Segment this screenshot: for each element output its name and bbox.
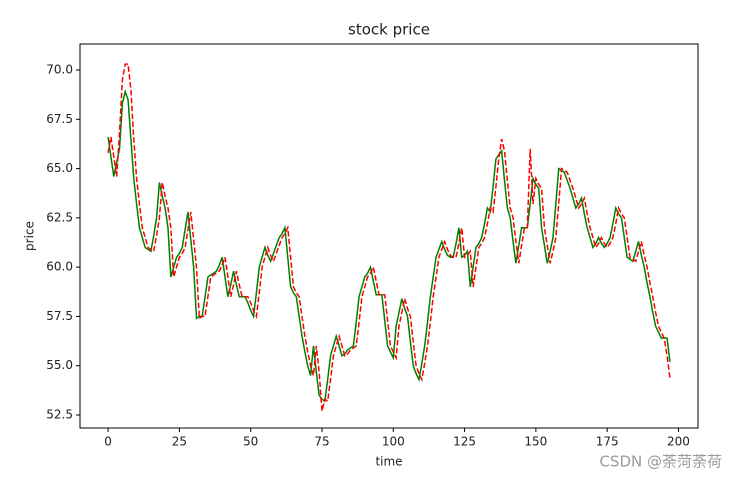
y-tick-label: 67.5 [46, 112, 73, 126]
x-tick-label: 100 [382, 435, 405, 449]
x-tick-label: 0 [104, 435, 112, 449]
watermark: CSDN @荼菏荼荷 [599, 453, 722, 471]
x-tick-label: 75 [314, 435, 329, 449]
series-line [107, 89, 671, 403]
y-tick-label: 65.0 [46, 161, 73, 175]
series-line [107, 63, 671, 412]
y-tick-label: 60.0 [46, 260, 73, 274]
y-axis-label: price [23, 221, 37, 251]
y-tick-label: 57.5 [46, 309, 73, 323]
y-tick-label: 52.5 [46, 407, 73, 421]
x-tick-label: 50 [243, 435, 258, 449]
plot-frame [79, 43, 699, 429]
x-tick-label: 125 [453, 435, 476, 449]
x-tick-label: 175 [596, 435, 619, 449]
y-tick-label: 62.5 [46, 210, 73, 224]
x-tick-label: 25 [172, 435, 187, 449]
y-tick-label: 55.0 [46, 358, 73, 372]
x-tick-label: 200 [667, 435, 690, 449]
x-tick-label: 150 [524, 435, 547, 449]
y-tick-label: 70.0 [46, 63, 73, 77]
x-axis-label: time [375, 455, 402, 469]
chart-title: stock price [348, 21, 430, 39]
